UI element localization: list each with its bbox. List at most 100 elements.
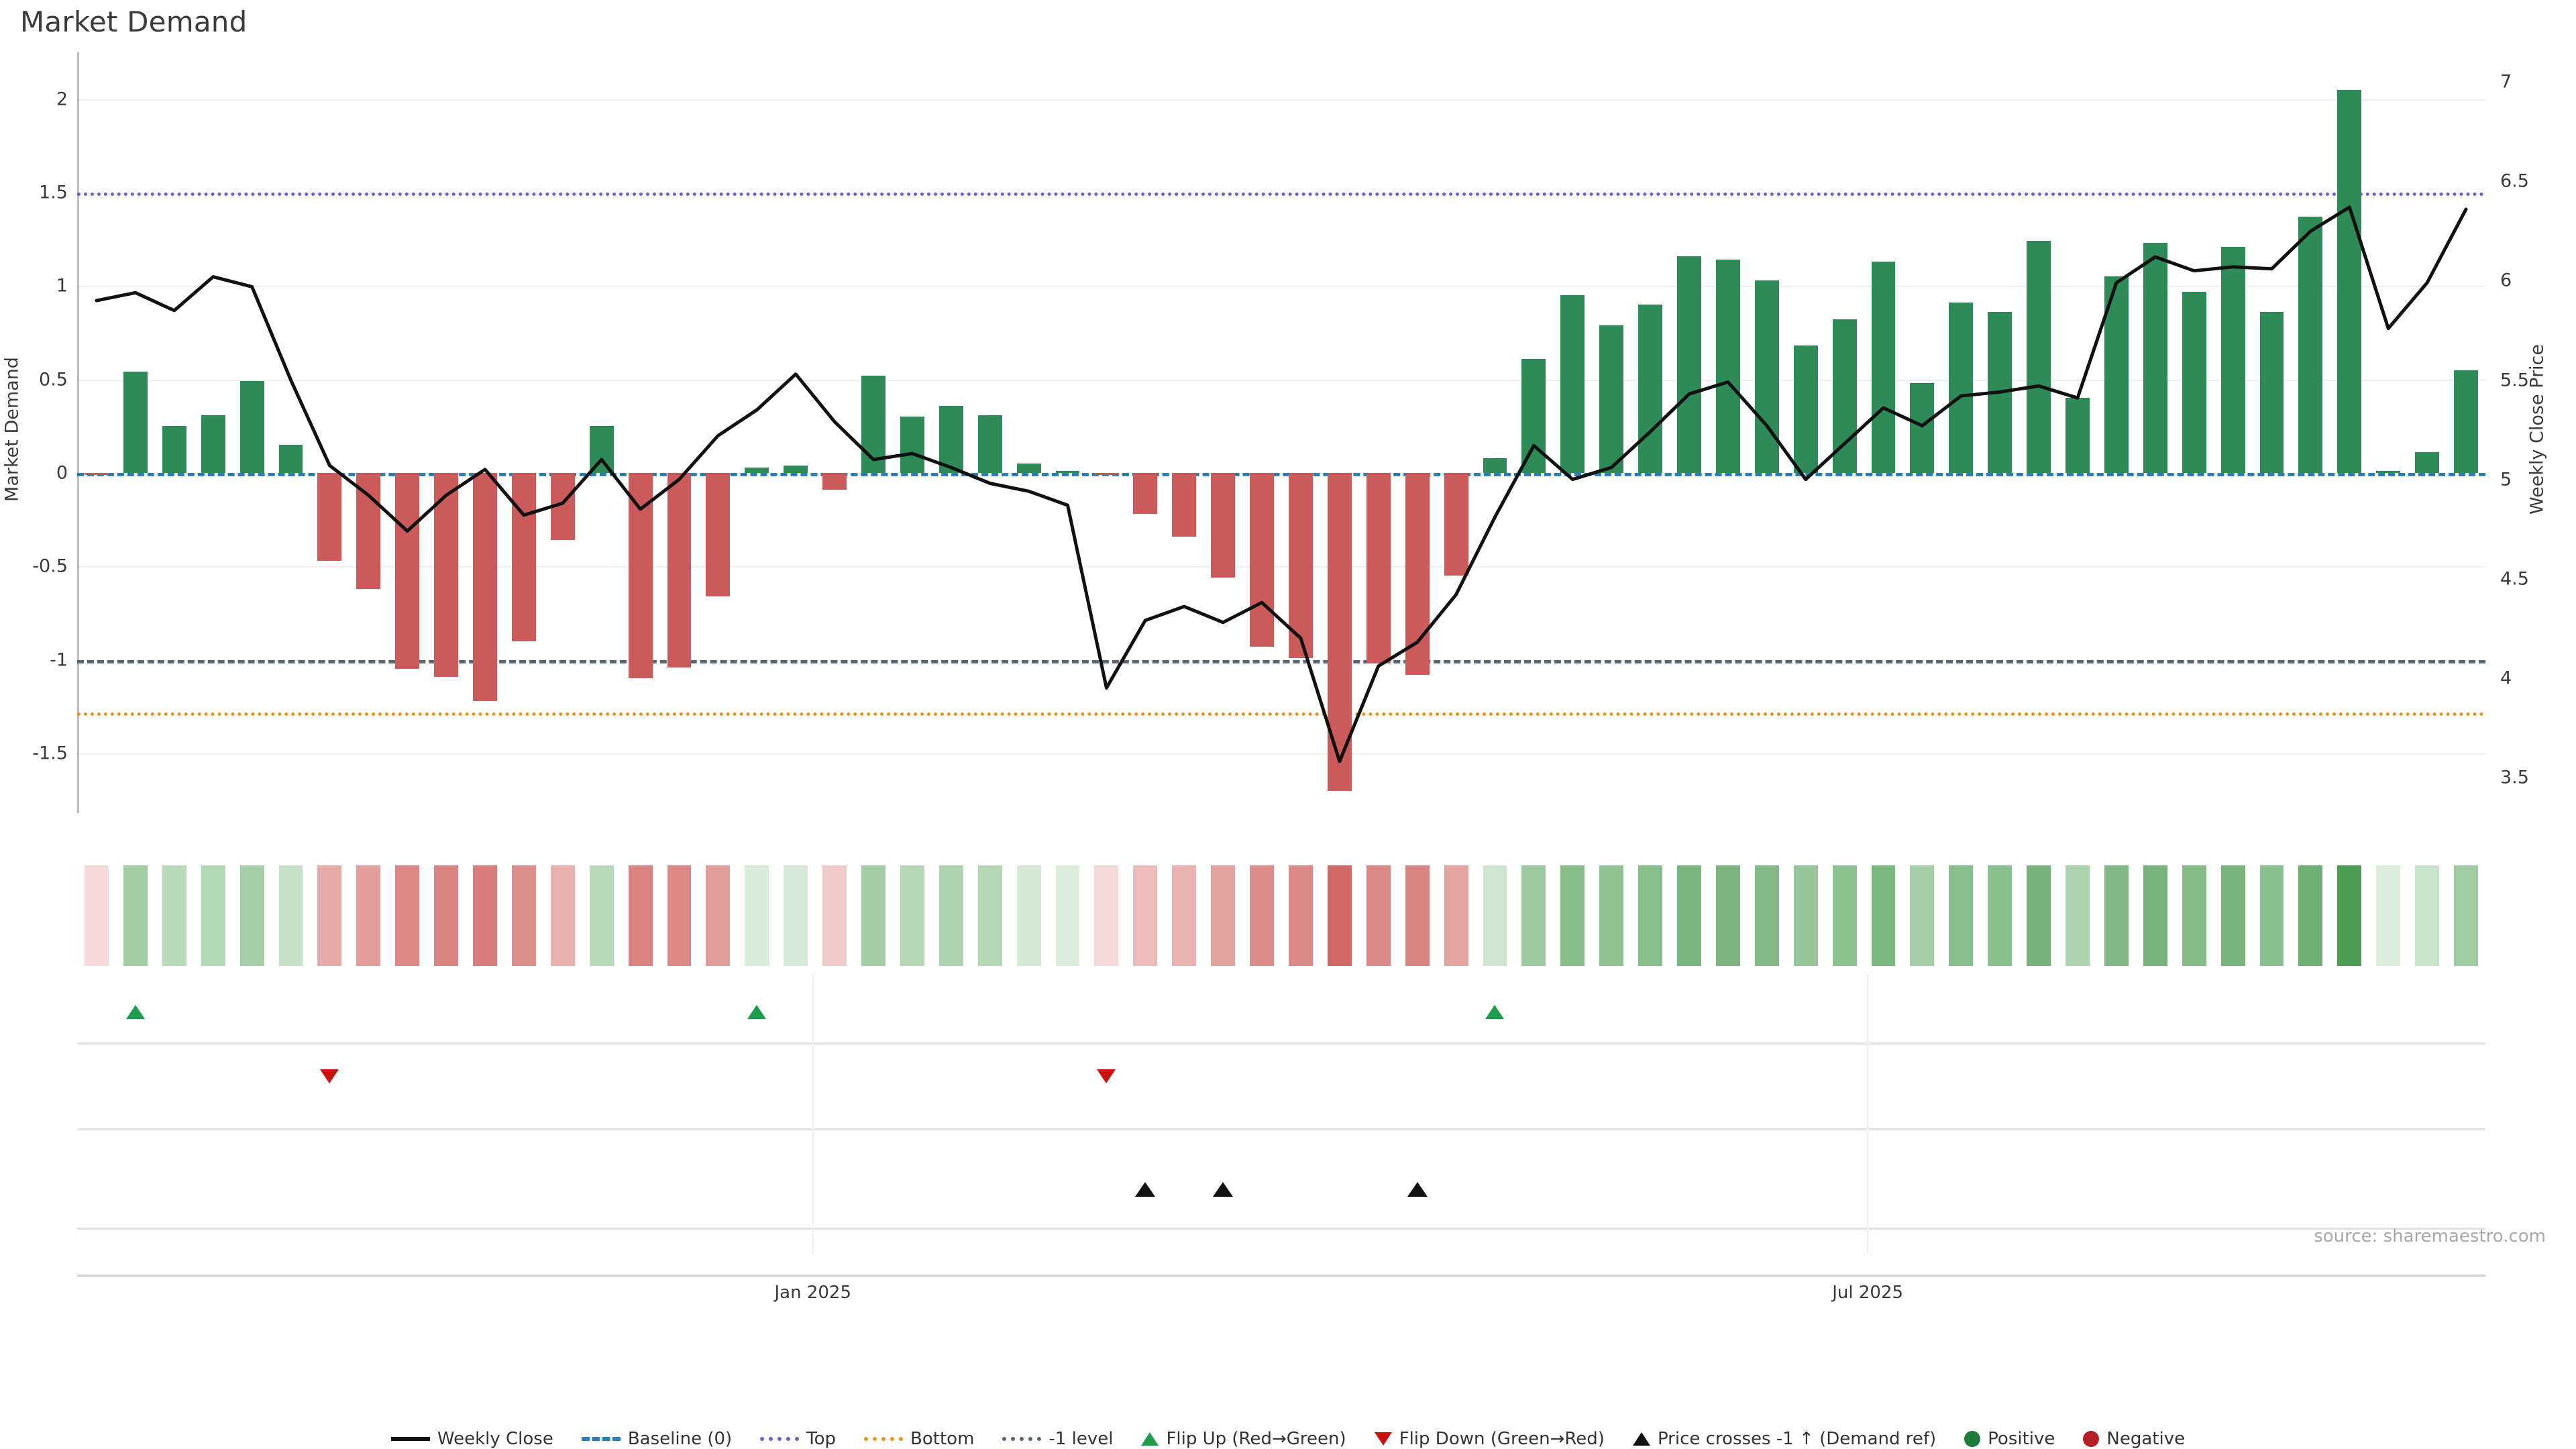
heat-cell bbox=[1133, 865, 1158, 966]
main-plot-area: 2 1.5 1 0.5 0 -0.5 -1 -1.5 7 6.5 6 5.5 5 4.5 4 3.5 bbox=[32, 52, 2529, 813]
legend-item-weekly-close[interactable]: Weekly Close bbox=[390, 1429, 553, 1449]
y-axis-left-label: Market Demand bbox=[1, 357, 23, 502]
heat-cell bbox=[628, 865, 653, 966]
demand-bar bbox=[162, 426, 186, 473]
demand-bar bbox=[1289, 472, 1313, 658]
demand-bar bbox=[2298, 217, 2323, 473]
heat-cell bbox=[2065, 865, 2090, 966]
reference-line-neg1lvl bbox=[77, 659, 2485, 663]
y-tick-left: 2 bbox=[56, 89, 68, 110]
heat-cell bbox=[1211, 865, 1236, 966]
heat-cell bbox=[2298, 865, 2323, 966]
positive-icon bbox=[1964, 1431, 1981, 1447]
heat-cell bbox=[938, 865, 963, 966]
heat-cell bbox=[1871, 865, 1896, 966]
legend-item-neg1-level[interactable]: -1 level bbox=[1002, 1429, 1113, 1449]
legend-item-top[interactable]: Top bbox=[760, 1429, 836, 1449]
y-tick-left: 0.5 bbox=[39, 369, 68, 390]
heat-cell bbox=[1483, 865, 1507, 966]
flip-up-marker bbox=[747, 1005, 767, 1019]
y-tick-left: -0.5 bbox=[32, 555, 68, 577]
legend-label: Price crosses -1 ↑ (Demand ref) bbox=[1657, 1429, 1937, 1449]
vrule-jan bbox=[812, 973, 814, 1254]
heat-cell bbox=[1910, 865, 1935, 966]
demand-bar bbox=[1133, 472, 1158, 515]
heat-cell bbox=[2027, 865, 2051, 966]
heat-cell bbox=[473, 865, 497, 966]
marker-rule-3 bbox=[77, 1228, 2485, 1230]
demand-bar bbox=[2415, 452, 2440, 473]
y-tick-left: -1.5 bbox=[32, 743, 68, 764]
demand-bar bbox=[434, 472, 459, 677]
demand-bar bbox=[822, 472, 847, 490]
marker-rule-2 bbox=[77, 1128, 2485, 1130]
demand-bar bbox=[511, 472, 536, 641]
heat-cell bbox=[1327, 865, 1352, 966]
legend-item-price-cross[interactable]: Price crosses -1 ↑ (Demand ref) bbox=[1632, 1429, 1937, 1449]
demand-bar bbox=[977, 415, 1002, 473]
legend-item-negative[interactable]: Negative bbox=[2083, 1429, 2185, 1449]
heat-cell bbox=[1444, 865, 1468, 966]
demand-bar bbox=[2337, 89, 2362, 473]
price-cross-icon bbox=[1632, 1432, 1650, 1446]
demand-bar bbox=[395, 472, 420, 669]
y-tick-right: 6.5 bbox=[2500, 170, 2529, 192]
y-tick-left: 1 bbox=[56, 275, 68, 297]
heat-cell bbox=[1016, 865, 1041, 966]
heat-cell bbox=[123, 865, 148, 966]
demand-bar bbox=[2182, 291, 2206, 473]
demand-bar bbox=[473, 472, 497, 701]
heat-cell bbox=[162, 865, 186, 966]
y-tick-right: 4.5 bbox=[2500, 568, 2529, 590]
demand-bar bbox=[1366, 472, 1391, 664]
legend-item-bottom[interactable]: Bottom bbox=[864, 1429, 974, 1449]
demand-bar bbox=[745, 467, 769, 473]
flip-up-icon bbox=[1141, 1432, 1159, 1446]
heat-cell bbox=[1599, 865, 1624, 966]
legend-item-baseline[interactable]: Baseline (0) bbox=[581, 1429, 732, 1449]
weekly-close-icon bbox=[390, 1437, 430, 1441]
heat-cell bbox=[1094, 865, 1119, 966]
flip-up-marker bbox=[1485, 1005, 1505, 1019]
heat-cell bbox=[1560, 865, 1585, 966]
gridline bbox=[77, 99, 2485, 101]
heat-cell bbox=[1521, 865, 1546, 966]
demand-bar bbox=[1871, 262, 1896, 473]
demand-bar bbox=[1910, 383, 1935, 473]
legend-label: Top bbox=[806, 1429, 837, 1449]
legend-item-positive[interactable]: Positive bbox=[1964, 1429, 2055, 1449]
heat-cell bbox=[1949, 865, 1974, 966]
y-tick-right: 4 bbox=[2500, 667, 2512, 689]
demand-bar bbox=[239, 381, 264, 473]
demand-bar bbox=[201, 415, 225, 473]
neg1-level-icon bbox=[1002, 1437, 1042, 1441]
heat-cell bbox=[589, 865, 614, 966]
demand-bar bbox=[317, 472, 342, 561]
x-axis-line bbox=[77, 1275, 2485, 1277]
flip-down-icon bbox=[1374, 1432, 1392, 1446]
legend-item-flip-up[interactable]: Flip Up (Red→Green) bbox=[1141, 1429, 1346, 1449]
demand-bar bbox=[2143, 243, 2167, 473]
price-cross-marker bbox=[1213, 1182, 1234, 1197]
demand-bar bbox=[2259, 312, 2284, 473]
heat-cell bbox=[1793, 865, 1818, 966]
heat-cell bbox=[706, 865, 731, 966]
legend-label: Flip Down (Green→Red) bbox=[1399, 1429, 1605, 1449]
demand-bar bbox=[667, 472, 692, 667]
heat-cell bbox=[667, 865, 692, 966]
vrule-jul bbox=[1867, 973, 1868, 1254]
heat-cell bbox=[1405, 865, 1430, 966]
heat-cell bbox=[2182, 865, 2206, 966]
marker-rule-1 bbox=[77, 1042, 2485, 1044]
legend-item-flip-down[interactable]: Flip Down (Green→Red) bbox=[1374, 1429, 1605, 1449]
demand-bar bbox=[1949, 303, 1974, 473]
demand-bar bbox=[1250, 472, 1274, 647]
flip-down-marker bbox=[320, 1069, 339, 1083]
heat-cell bbox=[1832, 865, 1857, 966]
flip-down-marker bbox=[1097, 1069, 1116, 1083]
heat-cell bbox=[1715, 865, 1740, 966]
demand-bar bbox=[900, 417, 924, 473]
bottom-icon bbox=[864, 1437, 904, 1441]
heat-cell bbox=[356, 865, 381, 966]
